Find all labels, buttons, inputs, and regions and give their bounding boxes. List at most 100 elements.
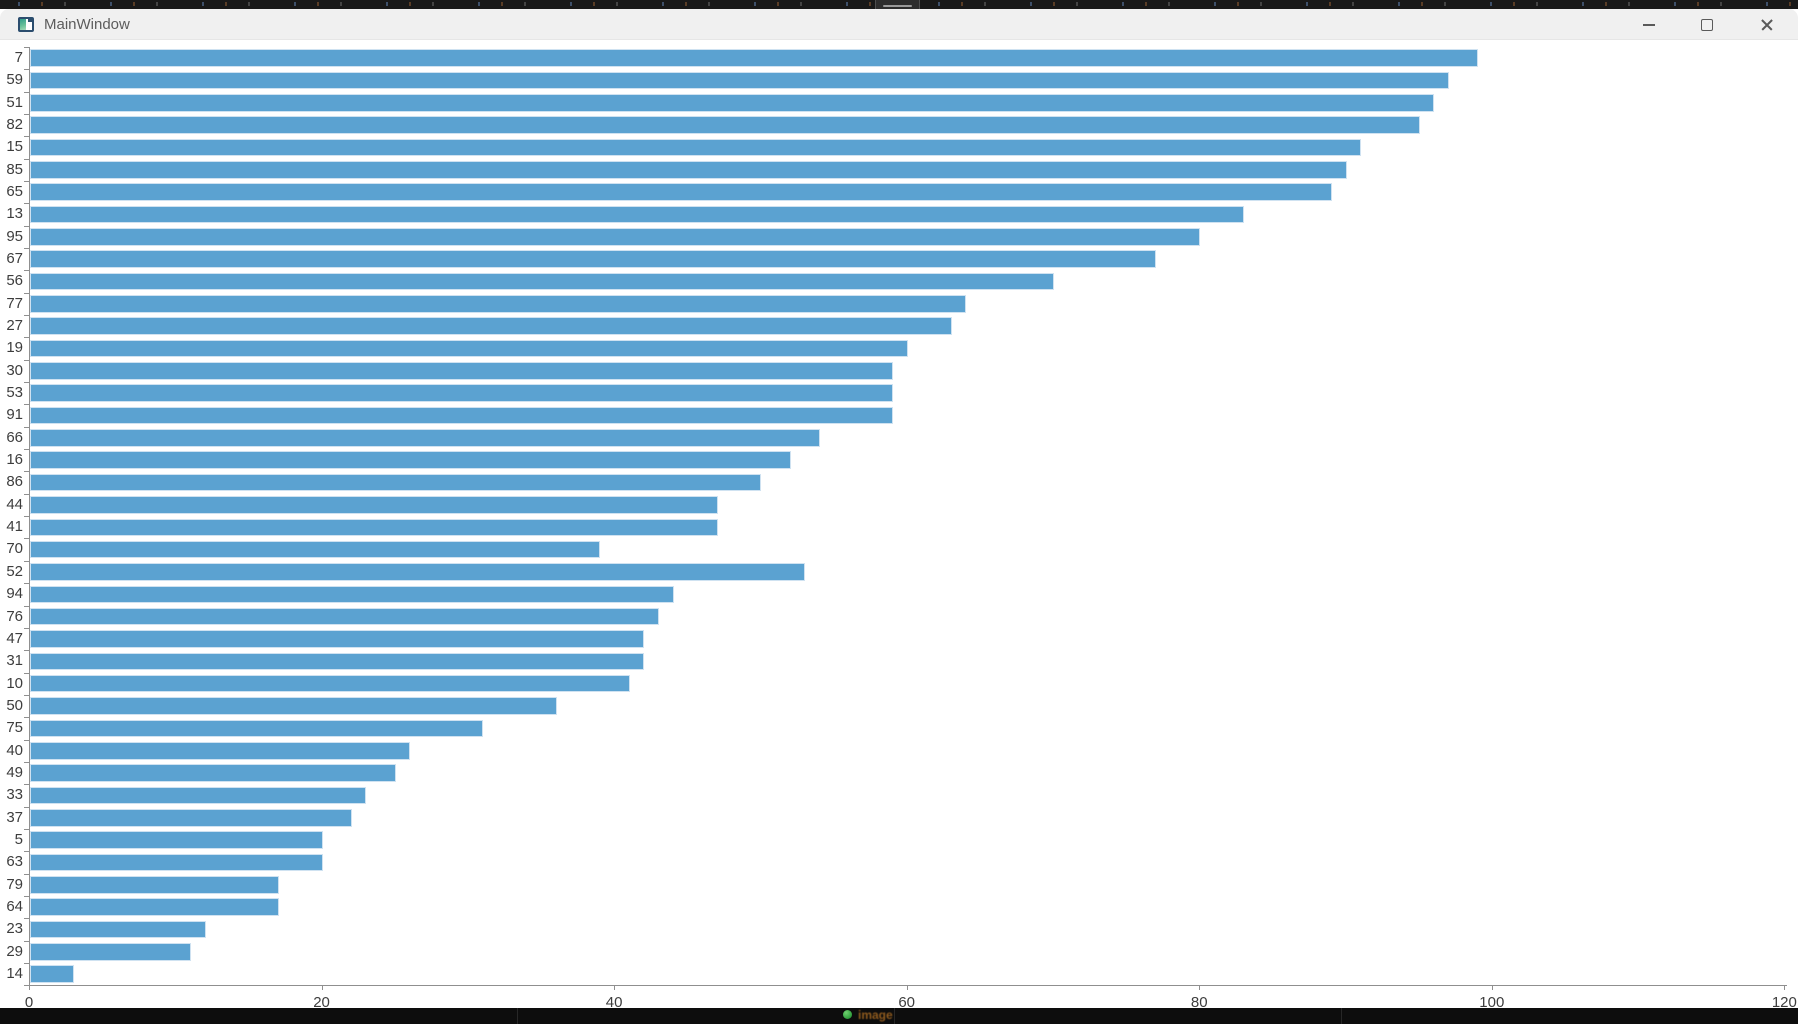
y-axis-label: 86	[6, 473, 23, 491]
y-axis-label: 50	[6, 696, 23, 714]
y-axis-tick	[24, 114, 29, 116]
y-axis-tick	[24, 158, 29, 160]
y-axis-label: 40	[6, 741, 23, 759]
y-axis-line	[29, 47, 30, 986]
bar	[30, 429, 820, 447]
y-axis-tick	[24, 985, 29, 987]
y-axis-tick	[24, 225, 29, 227]
close-button[interactable]	[1744, 9, 1790, 40]
y-axis-label: 41	[6, 518, 23, 536]
status-dot-icon[interactable]	[843, 1010, 852, 1019]
y-axis-tick	[24, 650, 29, 652]
y-axis-label: 95	[6, 227, 23, 245]
y-axis-label: 49	[6, 763, 23, 781]
bar	[30, 563, 806, 581]
x-axis-tick-label: 60	[898, 994, 916, 1008]
bar	[30, 94, 1435, 112]
y-axis-tick	[24, 895, 29, 897]
taskbar-seam	[1341, 1008, 1342, 1024]
y-axis-tick	[24, 471, 29, 473]
y-axis-tick	[24, 851, 29, 853]
bar	[30, 205, 1245, 224]
y-axis-label: 94	[6, 585, 23, 603]
y-axis-tick	[24, 315, 29, 317]
taskbar-seam	[517, 1008, 518, 1024]
y-axis-label: 76	[6, 607, 23, 625]
y-axis-label: 52	[6, 562, 23, 580]
x-axis-tick	[614, 985, 616, 991]
y-axis-tick	[24, 739, 29, 741]
maximize-button[interactable]	[1684, 9, 1730, 40]
y-axis-tick	[24, 426, 29, 428]
bar	[30, 295, 967, 313]
bar	[30, 339, 908, 358]
y-axis-label: 37	[6, 808, 23, 826]
bar	[30, 853, 323, 872]
maximize-icon	[1701, 19, 1713, 31]
y-axis-label: 66	[6, 428, 23, 446]
y-axis-label: 51	[6, 93, 23, 111]
y-axis-label: 44	[6, 495, 23, 513]
x-axis-tick-label: 0	[24, 994, 34, 1008]
y-axis-label: 13	[6, 205, 23, 223]
bar	[30, 831, 323, 849]
y-axis-tick	[24, 359, 29, 361]
main-window: MainWindow 7 59 51 82 15 85 65 13 95 67 56 77 27 19 30…	[0, 9, 1798, 1008]
y-axis-label: 56	[6, 272, 23, 290]
bar	[30, 71, 1449, 90]
y-axis-tick	[24, 516, 29, 518]
window-title: MainWindow	[44, 16, 130, 33]
y-axis-label: 79	[6, 875, 23, 893]
y-axis-label: 15	[6, 138, 23, 156]
y-axis-tick	[24, 627, 29, 629]
y-axis-tick	[24, 761, 29, 763]
y-axis-label: 65	[6, 183, 23, 201]
bar	[30, 920, 206, 939]
x-axis-tick	[1199, 985, 1201, 991]
bar	[30, 719, 484, 738]
y-axis-label: 82	[6, 116, 23, 134]
y-axis-tick	[24, 292, 29, 294]
taskbar-item-label[interactable]: image	[858, 1008, 893, 1022]
y-axis-tick	[24, 828, 29, 830]
taskbar[interactable]: image	[0, 1008, 1798, 1024]
y-axis-tick	[24, 583, 29, 585]
x-axis-tick	[1491, 985, 1493, 991]
y-axis-label: 70	[6, 540, 23, 558]
bar	[30, 652, 645, 671]
bar	[30, 875, 279, 894]
y-axis-label: 5	[14, 830, 23, 848]
bar-chart: 7 59 51 82 15 85 65 13 95 67 56 77 27 19 30 53 91 66 16 86 4…	[0, 40, 1798, 1008]
y-axis-label: 64	[6, 897, 23, 915]
bar	[30, 518, 718, 537]
bar	[30, 674, 630, 693]
y-axis-label: 31	[6, 652, 23, 670]
y-axis-tick	[24, 91, 29, 93]
y-axis-tick	[24, 337, 29, 339]
bar	[30, 540, 601, 559]
bar	[30, 49, 1479, 67]
y-axis-tick	[24, 940, 29, 942]
x-axis-tick-label: 40	[605, 994, 623, 1008]
bar	[30, 764, 396, 782]
x-axis-tick	[1784, 985, 1786, 991]
y-axis-tick	[24, 962, 29, 964]
y-axis-tick	[24, 493, 29, 495]
y-axis-tick	[24, 873, 29, 875]
y-axis-label: 75	[6, 719, 23, 737]
y-axis-tick	[24, 918, 29, 920]
bar	[30, 406, 894, 425]
y-axis-label: 67	[6, 250, 23, 268]
minimize-icon	[1643, 24, 1655, 26]
y-axis-label: 53	[6, 384, 23, 402]
bar	[30, 786, 367, 805]
y-axis-tick	[24, 248, 29, 250]
y-axis-tick	[24, 717, 29, 719]
bar	[30, 451, 791, 470]
bar	[30, 473, 762, 492]
y-axis-label: 77	[6, 294, 23, 312]
minimize-button[interactable]	[1626, 9, 1672, 40]
titlebar[interactable]: MainWindow	[0, 9, 1798, 40]
x-axis-tick-label: 20	[313, 994, 330, 1008]
y-axis-label: 29	[6, 942, 23, 960]
